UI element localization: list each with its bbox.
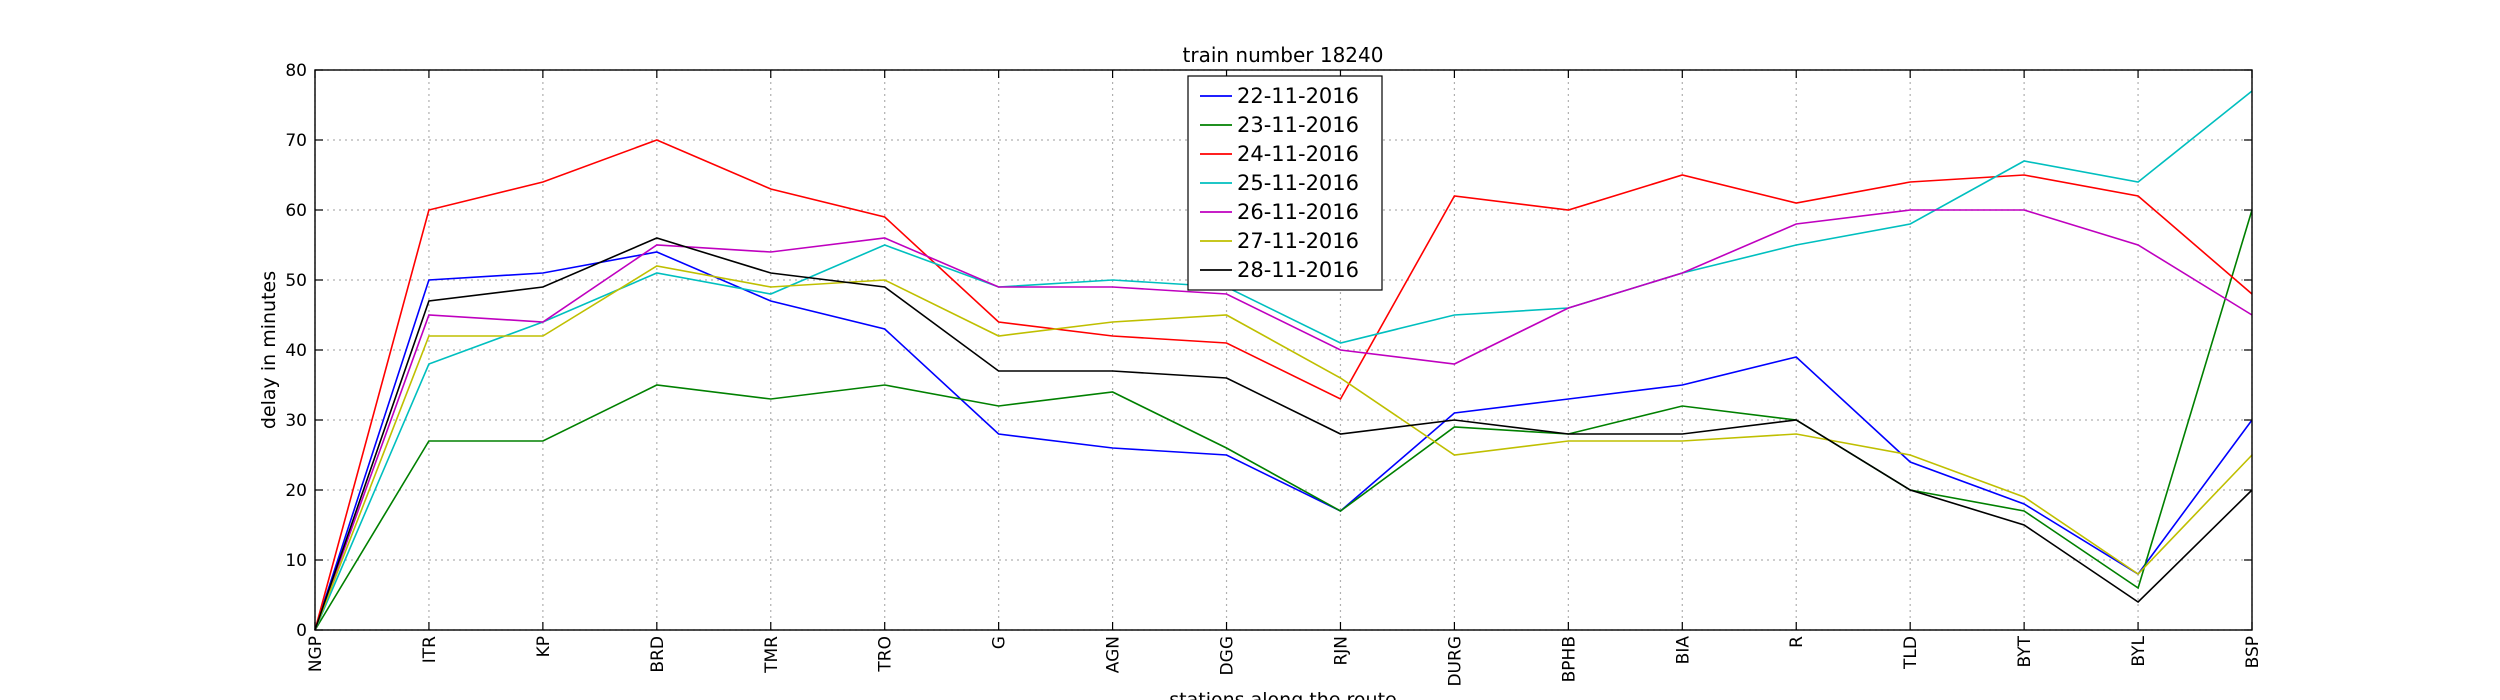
x-tick-label: BYT bbox=[2015, 635, 2035, 667]
x-tick-label: BPHB bbox=[1559, 636, 1579, 682]
x-tick-label: TRO bbox=[876, 636, 896, 673]
x-tick-label: DURG bbox=[1445, 636, 1465, 687]
series-line-26-11-2016 bbox=[314, 209, 2253, 631]
x-tick-label: BIA bbox=[1673, 636, 1693, 665]
y-tick-label: 80 bbox=[285, 61, 307, 81]
x-tick-label: BYL bbox=[2129, 635, 2149, 666]
x-tick-label: TLD bbox=[1901, 636, 1921, 670]
y-tick-label: 20 bbox=[285, 481, 307, 501]
x-tick-label: AGN bbox=[1104, 636, 1124, 673]
y-tick-label: 0 bbox=[296, 621, 307, 641]
x-tick-label: TMR bbox=[762, 636, 782, 674]
x-tick-label: G bbox=[990, 636, 1010, 649]
x-tick-label: BSP bbox=[2243, 636, 2263, 668]
y-tick-label: 70 bbox=[285, 131, 307, 151]
legend-label: 23-11-2016 bbox=[1237, 113, 1359, 137]
y-axis-ticks: 0 10 20 30 40 50 60 70 80 bbox=[285, 61, 2252, 641]
x-tick-label: DGG bbox=[1218, 636, 1238, 675]
x-tick-label: NGP bbox=[306, 636, 326, 672]
series-line-27-11-2016 bbox=[314, 265, 2253, 631]
y-axis-label: delay in minutes bbox=[258, 271, 280, 429]
x-tick-label: KP bbox=[534, 636, 554, 657]
series-lines bbox=[314, 90, 2253, 631]
legend-label: 22-11-2016 bbox=[1237, 84, 1359, 108]
series-line-24-11-2016 bbox=[314, 139, 2253, 631]
chart-title: train number 18240 bbox=[1183, 43, 1384, 67]
legend-label: 26-11-2016 bbox=[1237, 200, 1359, 224]
legend-label: 24-11-2016 bbox=[1237, 142, 1359, 166]
x-tick-label: R bbox=[1787, 636, 1807, 648]
y-tick-label: 40 bbox=[285, 341, 307, 361]
x-tick-label: ITR bbox=[420, 636, 440, 663]
x-tick-label: BRD bbox=[648, 636, 668, 673]
x-axis-ticks: NGP ITR KP BRD TMR TRO G AGN DGG RJN DURG BPHB BIA R T… bbox=[306, 70, 2263, 687]
x-axis-label: stations along the route bbox=[1169, 689, 1396, 700]
y-tick-label: 10 bbox=[285, 551, 307, 571]
series-line-23-11-2016 bbox=[314, 209, 2253, 631]
x-tick-label: RJN bbox=[1331, 636, 1351, 666]
y-tick-label: 60 bbox=[285, 201, 307, 221]
legend-label: 27-11-2016 bbox=[1237, 229, 1359, 253]
y-tick-label: 50 bbox=[285, 271, 307, 291]
y-tick-label: 30 bbox=[285, 411, 307, 431]
legend-label: 28-11-2016 bbox=[1237, 258, 1359, 282]
legend: 22-11-2016 23-11-2016 24-11-2016 25-11-2016… bbox=[1187, 75, 1383, 291]
series-line-22-11-2016 bbox=[314, 251, 2253, 631]
series-line-28-11-2016 bbox=[314, 237, 2253, 631]
legend-label: 25-11-2016 bbox=[1237, 171, 1359, 195]
series-line-25-11-2016 bbox=[314, 90, 2253, 631]
